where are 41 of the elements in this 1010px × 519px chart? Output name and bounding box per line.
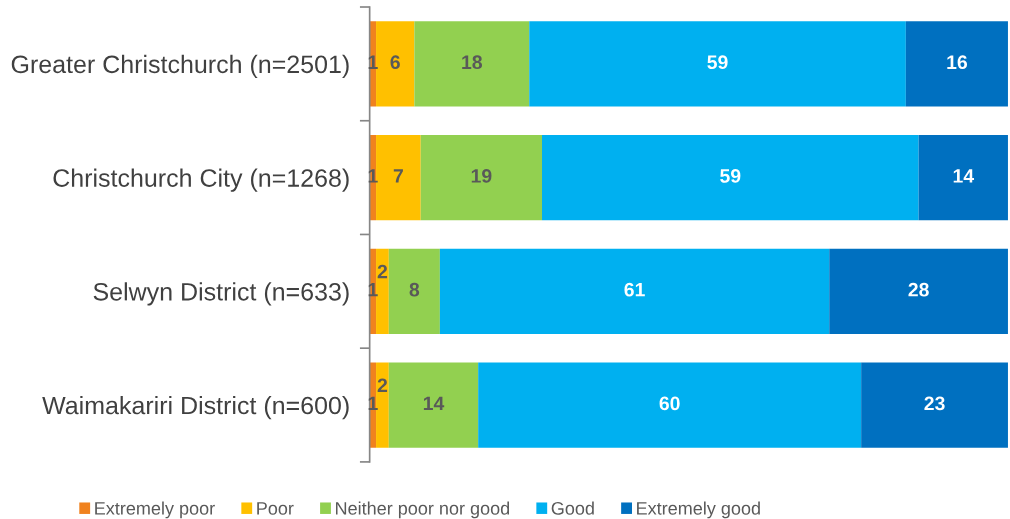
bar bbox=[829, 248, 1008, 334]
data-label: 60 bbox=[659, 396, 680, 411]
y-tick-label: Christchurch City (n=1268) bbox=[53, 168, 349, 192]
bar bbox=[376, 248, 389, 334]
bar bbox=[478, 362, 862, 448]
bar bbox=[376, 134, 421, 221]
data-label: 14 bbox=[423, 396, 445, 411]
data-label: 28 bbox=[908, 282, 929, 297]
data-label: 59 bbox=[720, 169, 741, 183]
bar bbox=[376, 362, 389, 448]
data-label: 7 bbox=[393, 169, 403, 183]
data-label: 6 bbox=[390, 55, 400, 70]
y-tick-label: Waimakariri District (n=600) bbox=[42, 395, 349, 420]
legend-label: Extremely poor bbox=[95, 501, 215, 519]
bar bbox=[388, 248, 440, 334]
data-label: 59 bbox=[707, 55, 728, 70]
bar bbox=[439, 248, 830, 334]
legend-label: Poor bbox=[257, 502, 294, 515]
data-label: 23 bbox=[924, 396, 945, 411]
bar bbox=[861, 362, 1008, 448]
data-label: 18 bbox=[462, 55, 483, 70]
legend-label: Neither poor nor good bbox=[336, 501, 510, 519]
data-label: 2 bbox=[377, 378, 388, 393]
data-label: 19 bbox=[471, 169, 492, 183]
data-label: 2 bbox=[377, 264, 388, 279]
bar bbox=[905, 21, 1008, 107]
data-label: 8 bbox=[409, 282, 420, 297]
bar bbox=[529, 21, 906, 107]
y-tick-label: Greater Christchurch (n=2501) bbox=[11, 54, 349, 79]
data-label: 14 bbox=[953, 169, 975, 183]
data-label: 61 bbox=[624, 282, 645, 297]
legend-label: Extremely good bbox=[637, 501, 760, 519]
bar bbox=[542, 134, 919, 221]
bar bbox=[376, 21, 415, 107]
bar bbox=[918, 134, 1008, 221]
bar bbox=[420, 134, 543, 221]
bar bbox=[414, 21, 530, 107]
legend-label: Good bbox=[551, 501, 594, 515]
data-label: 16 bbox=[947, 55, 968, 70]
y-tick-label: Selwyn District (n=633) bbox=[93, 282, 349, 306]
bar bbox=[388, 362, 479, 448]
